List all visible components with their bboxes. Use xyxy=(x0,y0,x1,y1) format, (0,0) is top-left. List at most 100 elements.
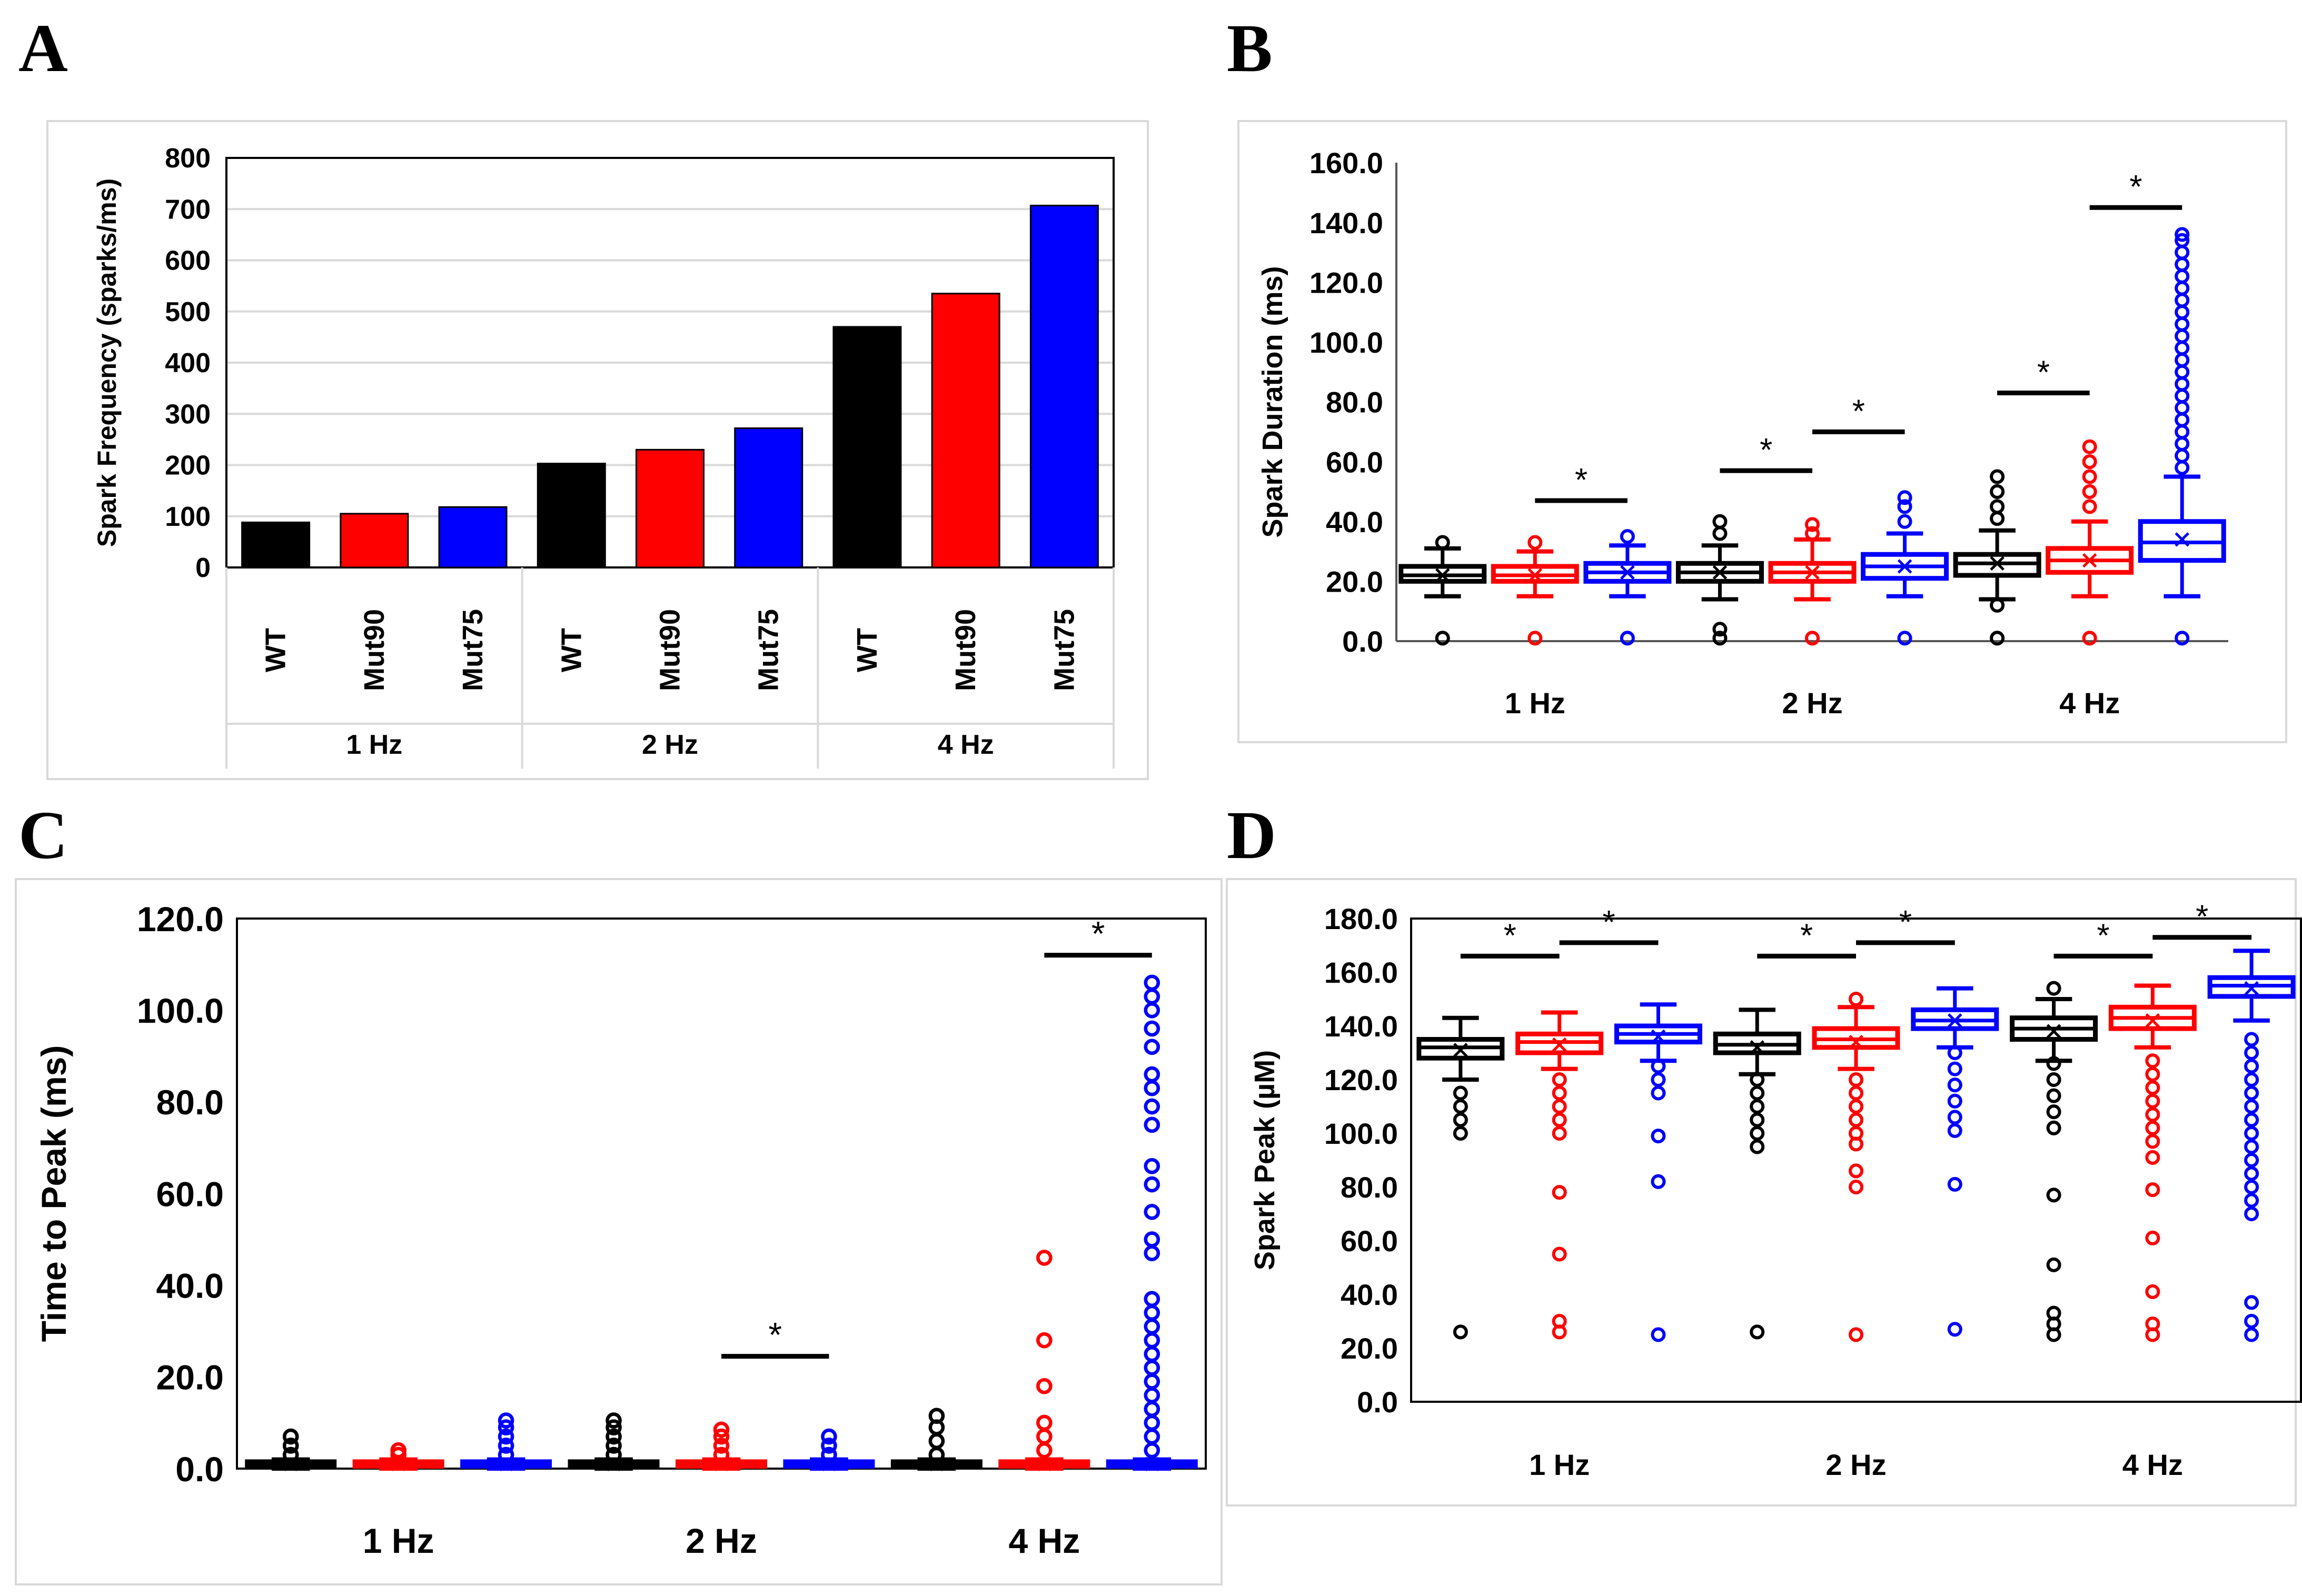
outlier-point xyxy=(2244,1099,2259,1114)
mean-marker xyxy=(2046,1024,2061,1039)
outlier-point xyxy=(1651,1327,1666,1342)
mean-marker xyxy=(1453,1043,1468,1058)
outlier-point xyxy=(2145,1284,2160,1299)
plot-border xyxy=(1410,917,2302,1403)
outlier-point xyxy=(1527,535,1543,550)
y-tick-label: 0.0 xyxy=(1357,1385,1398,1419)
outlier-point xyxy=(1144,1098,1160,1115)
outlier-point xyxy=(1435,631,1450,646)
outlier-point xyxy=(1144,1039,1160,1055)
y-tick-label: 60.0 xyxy=(1341,1224,1398,1258)
outlier-point xyxy=(1947,1110,1962,1125)
outlier-point xyxy=(2082,469,2097,484)
mean-marker xyxy=(499,1457,513,1472)
outlier-point xyxy=(1144,1066,1160,1083)
outlier-point xyxy=(1552,1072,1567,1088)
significance-star: * xyxy=(2196,899,2208,935)
outlier-point xyxy=(2145,1080,2160,1095)
bar-wt xyxy=(537,463,606,568)
bar-mut75 xyxy=(1029,204,1099,568)
outlier-point xyxy=(1804,517,1820,532)
outlier-point xyxy=(2046,1120,2061,1135)
outlier-point xyxy=(2244,1193,2259,1208)
significance-star: * xyxy=(1504,917,1516,954)
category-label: Mut90 xyxy=(950,609,981,691)
outlier-point xyxy=(713,1421,730,1438)
panel-c-chart: 0.0 20.0 40.0 60.0 80.0 100.0 120.0 1 Hz 2 Hz 4 H… xyxy=(34,900,1207,1560)
outlier-point xyxy=(282,1438,299,1454)
outlier-point xyxy=(1750,1112,1765,1128)
outlier-point xyxy=(1848,1163,1864,1179)
y-tick-label: 180.0 xyxy=(1324,902,1398,935)
outlier-point xyxy=(2175,233,2190,248)
outlier-point xyxy=(1712,514,1728,529)
outlier-point xyxy=(1651,1085,1666,1101)
outlier-point xyxy=(2145,1053,2160,1069)
outlier-point xyxy=(1651,1174,1666,1189)
outlier-point xyxy=(1990,499,2005,514)
outlier-point xyxy=(1990,631,2005,646)
y-tick-label: 20.0 xyxy=(156,1358,224,1397)
outlier-point xyxy=(1453,1085,1468,1101)
mean-marker xyxy=(1712,565,1728,580)
outlier-point xyxy=(1036,1250,1053,1266)
outlier-point xyxy=(1897,631,1912,646)
outlier-point xyxy=(2145,1134,2160,1149)
outlier-point xyxy=(713,1438,730,1454)
mean-marker xyxy=(2145,1013,2160,1028)
outlier-point xyxy=(2046,1072,2061,1088)
y-tick-label: 200 xyxy=(165,451,211,481)
significance-star: * xyxy=(1760,432,1772,468)
outlier-point xyxy=(606,1428,622,1445)
group-label: 4 Hz xyxy=(938,730,994,760)
bar-wt xyxy=(832,326,902,568)
y-tick-label: 120.0 xyxy=(1324,1063,1398,1096)
y-tick-label: 120.0 xyxy=(1309,266,1383,299)
y-tick-label: 0.0 xyxy=(1342,625,1383,658)
outlier-point xyxy=(1620,631,1635,646)
mean-marker xyxy=(1145,1457,1159,1472)
outlier-point xyxy=(1750,1139,1765,1154)
outlier-point xyxy=(606,1438,622,1454)
outlier-point xyxy=(1620,529,1635,544)
outlier-point xyxy=(2145,1230,2160,1245)
mean-marker xyxy=(1552,1037,1567,1052)
outlier-point xyxy=(1552,1085,1567,1101)
panel-a-chart: 0 100 200 300 400 500 600 700 800 WT Mut90 Mut75 1 H… xyxy=(92,143,1115,769)
outlier-point xyxy=(1750,1125,1765,1141)
outlier-point xyxy=(1527,631,1543,646)
outlier-point xyxy=(1651,1129,1666,1144)
outlier-point xyxy=(2082,631,2097,646)
outlier-point xyxy=(1453,1099,1468,1114)
outlier-point xyxy=(1848,1112,1864,1128)
group-label: 1 Hz xyxy=(1505,686,1565,720)
outlier-point xyxy=(1947,1322,1962,1337)
group-label: 1 Hz xyxy=(363,1521,434,1560)
outlier-point xyxy=(1036,1378,1053,1394)
outlier-point xyxy=(1552,1246,1567,1262)
significance-star: * xyxy=(2129,169,2142,205)
outlier-point xyxy=(1712,631,1728,646)
outlier-point xyxy=(2046,1104,2061,1120)
outlier-point xyxy=(1804,631,1820,646)
outlier-point xyxy=(2082,439,2097,454)
mean-marker xyxy=(1620,565,1635,580)
y-axis-title: Spark Peak (µM) xyxy=(1249,1050,1281,1270)
group-label: 4 Hz xyxy=(2122,1448,2183,1481)
outlier-point xyxy=(2145,1120,2160,1135)
y-tick-label: 40.0 xyxy=(1326,505,1383,538)
outlier-point xyxy=(2244,1059,2259,1074)
outlier-point xyxy=(2244,1295,2259,1310)
mean-marker xyxy=(929,1457,944,1472)
category-label: Mut90 xyxy=(359,609,390,691)
y-tick-label: 40.0 xyxy=(1341,1278,1398,1311)
mean-marker xyxy=(1037,1457,1052,1472)
outlier-point xyxy=(1552,1125,1567,1141)
outlier-point xyxy=(1036,1332,1053,1349)
outlier-point xyxy=(2244,1045,2259,1061)
y-tick-label: 80.0 xyxy=(1341,1171,1398,1204)
y-tick-label: 600 xyxy=(165,246,211,276)
outlier-point xyxy=(1947,1176,1962,1192)
mean-marker xyxy=(1527,568,1543,583)
outlier-point xyxy=(1897,499,1912,514)
